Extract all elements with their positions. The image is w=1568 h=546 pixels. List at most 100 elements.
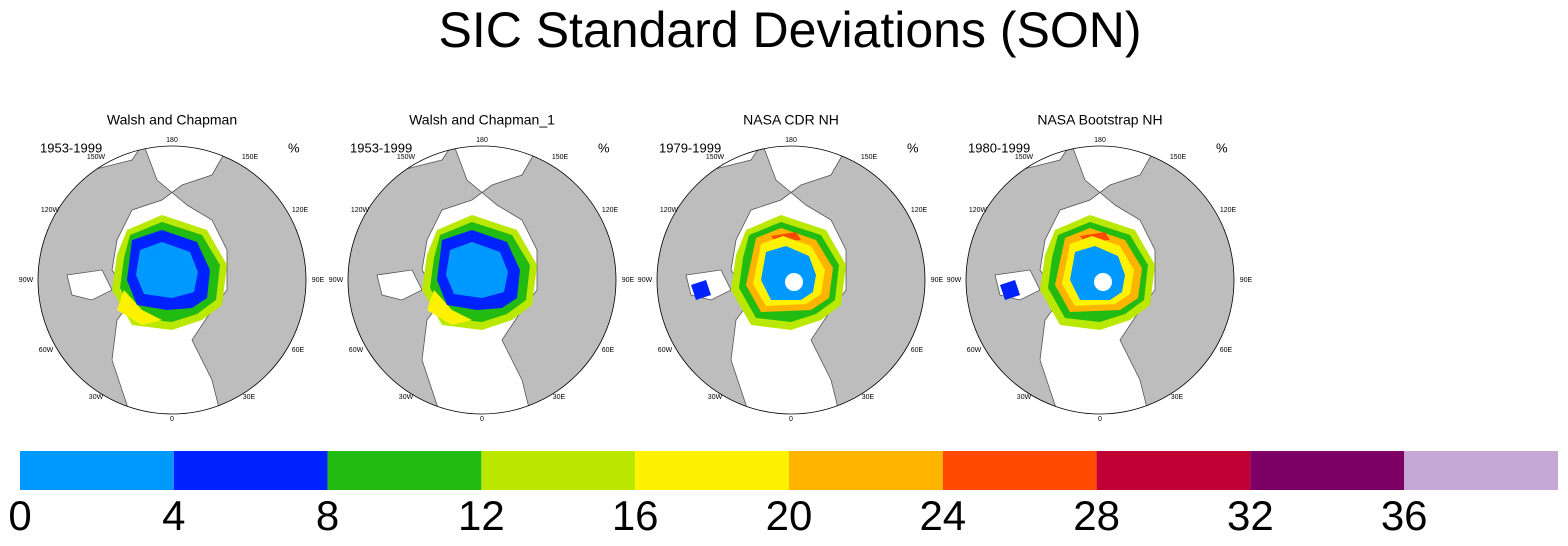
colorbar-label: 16 — [612, 492, 659, 539]
colorbar-box — [635, 451, 789, 490]
colorbar-box — [481, 451, 636, 490]
ice-core — [446, 242, 508, 298]
colorbar-label: 4 — [162, 492, 185, 539]
panel-period: 1953-1999 — [350, 140, 412, 155]
longitude-label: 180 — [785, 137, 797, 144]
map-body — [966, 146, 1234, 414]
panel-period: 1953-1999 — [40, 140, 102, 155]
colorbar-box — [1404, 451, 1558, 490]
map-border — [656, 145, 926, 415]
ocean — [66, 269, 113, 301]
longitude-label: 180 — [476, 137, 488, 144]
colorbar-label: 20 — [766, 492, 813, 539]
longitude-label: 30W — [708, 394, 723, 401]
map-panel: NASA CDR NH 1979-1999 % 180 150W 150E 120W 120E… — [638, 112, 944, 423]
map-body — [38, 146, 306, 414]
longitude-label: 90W — [329, 277, 344, 284]
longitude-label: 150W — [397, 154, 416, 161]
map-border — [347, 145, 617, 415]
map-panel: NASA Bootstrap NH 1980-1999 % 180 150W 150E 12… — [947, 112, 1253, 423]
longitude-label: 0 — [1098, 416, 1102, 423]
longitude-label: 120W — [969, 207, 988, 214]
longitude-label: 90E — [622, 277, 635, 284]
longitude-label: 30E — [1171, 394, 1184, 401]
longitude-label: 0 — [789, 416, 793, 423]
colorbar-label: 8 — [316, 492, 339, 539]
panel-title: Walsh and Chapman_1 — [409, 112, 555, 128]
colorbar-label: 24 — [919, 492, 966, 539]
colorbar-label: 0 — [8, 492, 31, 539]
longitude-label: 60W — [967, 347, 982, 354]
longitude-label: 150E — [1170, 154, 1187, 161]
longitude-label: 120E — [602, 207, 619, 214]
colorbar-box — [20, 451, 174, 490]
longitude-label: 60E — [602, 347, 615, 354]
ice-edge — [1000, 280, 1020, 300]
longitude-label: 120W — [660, 207, 679, 214]
map-border — [965, 145, 1235, 415]
map-body — [657, 146, 925, 414]
longitude-label: 30E — [243, 394, 256, 401]
longitude-label: 90W — [947, 277, 962, 284]
longitude-label: 60W — [658, 347, 673, 354]
longitude-label: 180 — [1094, 137, 1106, 144]
longitude-label: 90E — [931, 277, 944, 284]
longitude-label: 150E — [861, 154, 878, 161]
ice-ring — [117, 290, 162, 325]
longitude-label: 150W — [706, 154, 725, 161]
ocean — [376, 269, 423, 301]
longitude-label: 30W — [89, 394, 104, 401]
longitude-label: 60E — [1220, 347, 1233, 354]
longitude-label: 150E — [552, 154, 569, 161]
map-body — [348, 146, 616, 414]
longitude-label: 120W — [351, 207, 370, 214]
longitude-label: 150E — [242, 154, 259, 161]
longitude-label: 90W — [638, 277, 653, 284]
longitude-label: 30E — [862, 394, 875, 401]
map-panel: Walsh and Chapman 1953-1999 % 180 150W 150E 12… — [19, 112, 325, 423]
longitude-label: 150W — [1015, 154, 1034, 161]
longitude-label: 180 — [166, 137, 178, 144]
longitude-label: 60W — [349, 347, 364, 354]
colorbar-box — [327, 451, 482, 490]
map-panel: Walsh and Chapman_1 1953-1999 % 180 150W 150E… — [329, 112, 635, 423]
longitude-label: 90E — [1240, 277, 1253, 284]
ice-core — [1070, 246, 1125, 300]
longitude-label: 0 — [480, 416, 484, 423]
pole-hole — [785, 273, 803, 291]
ice-ring — [427, 290, 472, 325]
ice-edge — [691, 280, 711, 300]
panel-unit: % — [907, 140, 919, 155]
colorbar-label: 32 — [1227, 492, 1274, 539]
longitude-label: 30E — [553, 394, 566, 401]
ice-core — [761, 246, 816, 300]
panel-title: Walsh and Chapman — [107, 112, 237, 128]
longitude-label: 60W — [39, 347, 54, 354]
longitude-label: 120E — [1220, 207, 1237, 214]
colorbar-box — [1250, 451, 1405, 490]
colorbar-label: 28 — [1073, 492, 1120, 539]
longitude-label: 90E — [312, 277, 325, 284]
longitude-label: 120E — [911, 207, 928, 214]
longitude-label: 0 — [170, 416, 174, 423]
map-border — [37, 145, 307, 415]
panel-unit: % — [288, 140, 300, 155]
longitude-label: 120W — [41, 207, 60, 214]
colorbar-box — [789, 451, 943, 490]
panel-unit: % — [1216, 140, 1228, 155]
longitude-label: 150W — [87, 154, 106, 161]
panel-period: 1980-1999 — [968, 140, 1030, 155]
colorbar-label: 12 — [458, 492, 505, 539]
longitude-label: 60E — [292, 347, 305, 354]
figure-title: SIC Standard Deviations (SON) — [438, 2, 1141, 58]
panel-unit: % — [598, 140, 610, 155]
longitude-label: 30W — [399, 394, 414, 401]
longitude-label: 120E — [292, 207, 309, 214]
colorbar-box — [942, 451, 1097, 490]
colorbar-box — [1096, 451, 1251, 490]
ice-core — [136, 242, 198, 298]
panel-title: NASA Bootstrap NH — [1037, 112, 1162, 128]
longitude-label: 60E — [911, 347, 924, 354]
panel-title: NASA CDR NH — [743, 112, 839, 128]
